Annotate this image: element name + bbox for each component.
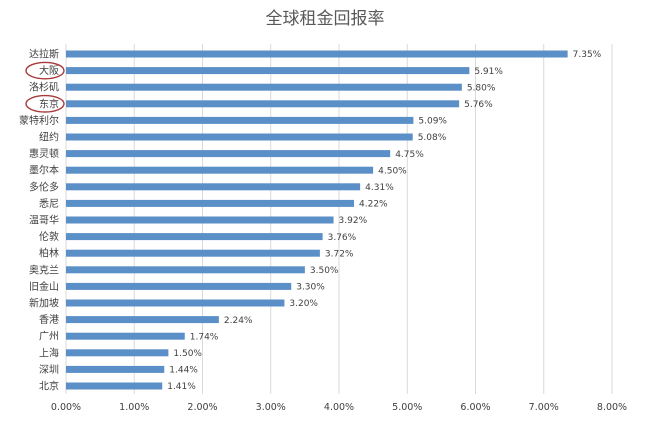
category-label: 多伦多 [29,180,59,193]
data-label: 7.35% [573,50,602,60]
highlight-circle [25,94,65,113]
data-label: 1.74% [190,332,219,342]
category-label: 广州 [39,331,59,343]
bar [66,100,460,108]
bar [66,316,219,324]
category-label: 悉尼 [39,198,59,210]
data-label: 4.22% [359,200,388,210]
bar [66,282,292,290]
bar [66,365,165,373]
bar [66,382,163,390]
category-label: 蒙特利尔 [19,114,59,127]
bar [66,116,414,124]
bar [66,83,462,91]
x-axis-ticks: 0.00% 1.00% 2.00% 3.00% 4.00% 5.00% 6.00% 7.00%… [51,402,627,413]
bar [66,233,323,241]
category-label: 洛杉矶 [29,81,59,94]
bar [66,50,568,58]
bar [66,216,334,224]
x-tick-label: 1.00% [119,402,149,413]
bars [66,50,568,390]
value-labels: 7.35% 5.91% 5.80% 5.76% 5.09% 5.08% 4.75% 4.50%… [167,50,601,392]
data-label: 1.41% [167,382,196,392]
x-tick-label: 2.00% [187,402,217,413]
data-label: 4.50% [378,166,407,176]
data-label: 3.20% [289,299,318,309]
data-label: 2.24% [224,316,253,326]
category-label: 东京 [39,97,59,110]
data-label: 5.08% [418,133,447,143]
x-tick-label: 6.00% [460,402,490,413]
category-label: 奥克兰 [29,263,59,276]
x-tick-label: 0.00% [51,402,81,413]
data-label: 5.76% [464,100,493,110]
category-label: 达拉斯 [29,48,59,61]
category-label: 旧金山 [29,280,59,293]
bar [66,332,185,340]
category-label: 上海 [39,346,59,359]
bar [66,67,470,75]
category-label: 惠灵顿 [29,147,59,160]
data-label: 5.80% [467,83,496,93]
category-label: 大阪 [39,64,59,77]
category-label: 新加坡 [29,297,59,310]
bar [66,299,285,307]
category-label: 墨尔本 [29,164,59,177]
data-label: 5.09% [418,117,447,127]
data-label: 3.72% [325,249,354,259]
bar [66,183,361,191]
x-tick-label: 8.00% [597,402,627,413]
x-tick-label: 4.00% [324,402,354,413]
data-label: 4.31% [365,183,394,193]
data-label: 5.91% [474,67,503,77]
category-label: 温哥华 [29,214,59,227]
data-label: 1.50% [173,349,202,359]
bar [66,133,413,141]
x-tick-label: 3.00% [256,402,286,413]
data-label: 3.76% [328,233,357,243]
data-label: 3.30% [296,283,325,293]
category-label: 纽约 [39,131,59,144]
category-label: 柏林 [39,247,59,260]
bar [66,166,374,174]
category-label: 伦敦 [39,230,59,243]
highlight-marks [25,61,65,113]
highlight-circle [25,61,65,80]
data-label: 4.75% [395,150,424,160]
chart-title: 全球租金回报率 [266,9,385,29]
x-tick-label: 5.00% [392,402,422,413]
data-label: 1.44% [169,366,198,376]
bar [66,349,169,357]
bar [66,249,320,257]
category-label: 北京 [39,380,59,393]
bar [66,150,391,158]
category-labels: 达拉斯大阪洛杉矶东京蒙特利尔纽约惠灵顿墨尔本多伦多悉尼温哥华伦敦柏林奥克兰旧金山… [19,48,59,393]
bar [66,199,355,207]
category-label: 深圳 [39,364,59,376]
bar [66,266,305,274]
data-label: 3.50% [310,266,339,276]
data-label: 3.92% [339,216,368,226]
category-label: 香港 [39,314,59,326]
x-tick-label: 7.00% [529,402,559,413]
